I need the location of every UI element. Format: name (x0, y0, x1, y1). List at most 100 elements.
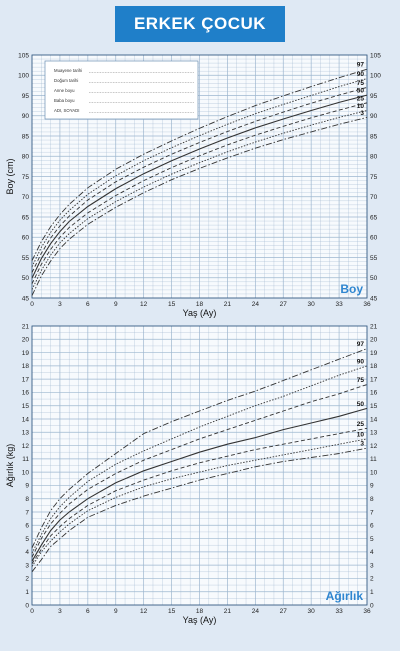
y-tick-label: 14 (22, 416, 30, 423)
x-tick-label: 9 (114, 301, 118, 308)
plot-border (31, 54, 368, 299)
y-tick-label: 17 (22, 376, 30, 383)
chart-panel-1: 0 3 6 9 12 15 18 21 24 27 30 33 360 01 12 23 34 45 56 67 78 8… (5, 323, 378, 625)
x-tick-label: 6 (86, 608, 90, 615)
series-line-p50 (31, 407, 368, 562)
y-tick-label-right: 11 (370, 456, 377, 463)
y-tick-label: 0 (25, 602, 29, 609)
series-label-p10: 10 (357, 431, 365, 438)
x-tick-label: 0 (30, 301, 34, 308)
y-tick-label: 95 (22, 93, 30, 100)
y-tick-label-right: 17 (370, 376, 378, 383)
y-tick-label-right: 4 (370, 549, 374, 556)
y-tick-label: 18 (22, 363, 30, 370)
series-label-p25: 25 (357, 95, 365, 102)
y-tick-label: 75 (22, 174, 30, 181)
y-tick-label: 10 (22, 469, 30, 476)
x-tick-label: 30 (308, 301, 316, 308)
series-line-p10 (31, 110, 368, 290)
series-label-p90: 90 (357, 71, 365, 78)
x-tick-label: 27 (280, 301, 288, 308)
series-label-p90: 90 (357, 358, 365, 365)
plot-border (31, 325, 368, 606)
y-tick-label-right: 45 (370, 295, 378, 302)
x-tick-label: 9 (114, 608, 118, 615)
x-tick-label: 15 (168, 608, 176, 615)
y-tick-label: 8 (25, 496, 29, 503)
x-tick-label: 12 (140, 301, 148, 308)
series-label-p50: 50 (357, 401, 365, 408)
y-tick-label-right: 8 (370, 496, 374, 503)
series-line-p10 (31, 438, 368, 567)
y-tick-label-right: 55 (370, 255, 378, 262)
y-tick-label-right: 14 (370, 416, 378, 423)
y-tick-label: 19 (22, 350, 30, 357)
y-tick-label: 7 (25, 509, 29, 516)
info-form: Muayene tarihi Doğum tarihi Anne boyu Baba … (44, 60, 199, 120)
form-field-label: Doğum tarihi (54, 78, 78, 83)
y-tick-label: 16 (22, 390, 30, 397)
y-tick-label: 11 (22, 456, 29, 463)
series-line-p97 (31, 348, 368, 549)
x-tick-label: 21 (224, 301, 232, 308)
y-tick-label-right: 20 (370, 337, 378, 344)
y-axis-label: Ağırlık (kg) (5, 444, 15, 488)
x-axis-label: Yaş (Ay) (183, 308, 217, 318)
y-tick-label: 12 (22, 443, 30, 450)
series-line-p3 (31, 447, 368, 573)
y-tick-label-right: 100 (370, 73, 381, 80)
y-tick-label-right: 15 (370, 403, 378, 410)
series-line-p97 (31, 68, 368, 261)
y-tick-label-right: 0 (370, 602, 374, 609)
y-tick-label-right: 5 (370, 536, 374, 543)
y-tick-label: 1 (25, 589, 29, 596)
y-tick-label: 90 (22, 113, 30, 120)
x-tick-label: 30 (308, 608, 316, 615)
y-tick-label-right: 90 (370, 113, 378, 120)
y-tick-label: 21 (22, 323, 30, 330)
y-tick-label-right: 9 (370, 483, 374, 490)
series-label-p3: 3 (360, 441, 364, 448)
x-tick-label: 6 (86, 301, 90, 308)
y-tick-label-right: 85 (370, 133, 378, 140)
y-tick-label-right: 80 (370, 154, 378, 161)
y-tick-label: 105 (18, 52, 29, 59)
series-line-p25 (31, 102, 368, 284)
y-tick-label: 80 (22, 154, 30, 161)
series-label-p3: 3 (360, 110, 364, 117)
chart-watermark: Ağırlık (326, 589, 364, 603)
series-label-p97: 97 (357, 341, 365, 348)
y-tick-label: 100 (18, 73, 29, 80)
series-line-p25 (31, 427, 368, 565)
series-label-p10: 10 (357, 103, 365, 110)
y-tick-label: 45 (22, 295, 30, 302)
x-tick-label: 33 (335, 301, 343, 308)
y-tick-label: 50 (22, 275, 30, 282)
y-tick-label: 55 (22, 255, 30, 262)
series-line-p75 (31, 86, 368, 273)
form-field-label: Muayene tarihi (54, 68, 82, 73)
series-line-p3 (31, 116, 368, 296)
y-tick-label: 65 (22, 214, 30, 221)
info-form-box (44, 60, 199, 120)
series-line-p75 (31, 384, 368, 558)
y-tick-label: 60 (22, 235, 30, 242)
y-tick-label-right: 2 (370, 576, 374, 583)
y-tick-label-right: 6 (370, 523, 374, 530)
series-label-p50: 50 (357, 88, 365, 95)
y-tick-label-right: 75 (370, 174, 378, 181)
x-tick-label: 3 (58, 301, 62, 308)
y-tick-label: 2 (25, 576, 29, 583)
x-tick-label: 24 (252, 301, 260, 308)
series-label-p97: 97 (357, 62, 365, 69)
series-line-p90 (31, 365, 368, 554)
y-tick-label: 70 (22, 194, 30, 201)
y-tick-label-right: 19 (370, 350, 378, 357)
y-tick-label-right: 3 (370, 562, 374, 569)
y-tick-label-right: 1 (370, 589, 374, 596)
y-tick-label-right: 10 (370, 469, 378, 476)
y-tick-label-right: 95 (370, 93, 378, 100)
x-tick-label: 33 (335, 608, 343, 615)
y-tick-label: 3 (25, 562, 29, 569)
y-tick-label-right: 70 (370, 194, 378, 201)
